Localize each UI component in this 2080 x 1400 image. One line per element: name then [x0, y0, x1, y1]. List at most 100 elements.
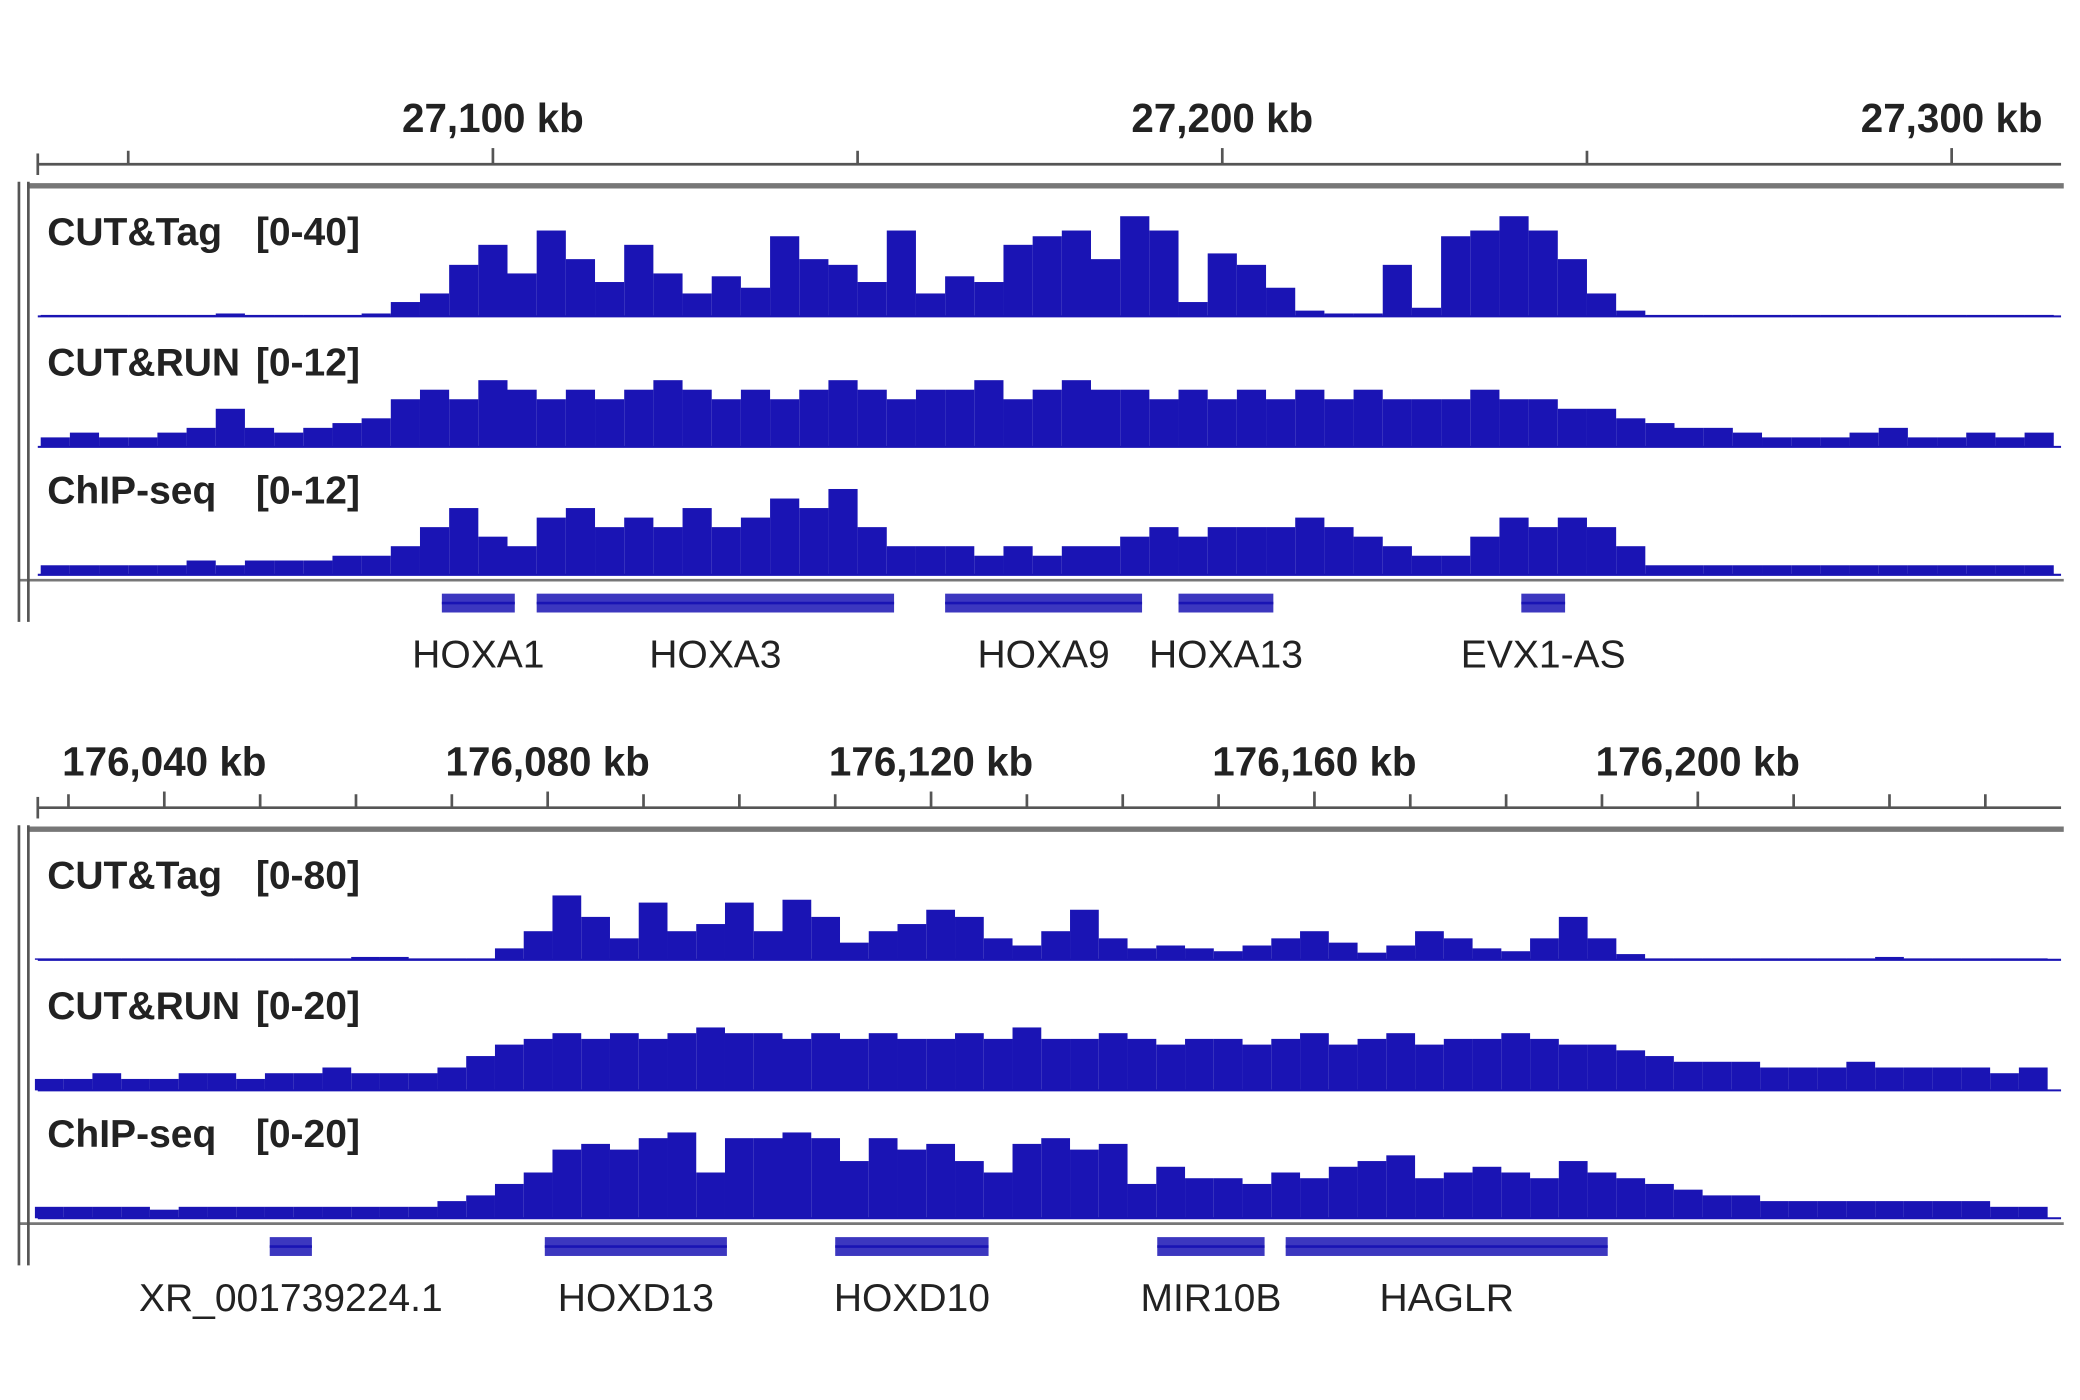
coverage-bar	[1791, 565, 1821, 575]
coverage-bar	[1903, 1067, 1933, 1091]
coverage-bar	[1127, 1183, 1157, 1219]
coverage-bar	[1411, 555, 1442, 575]
coverage-bar	[274, 314, 304, 317]
coverage-bar	[128, 437, 158, 447]
coverage-bar	[536, 517, 566, 575]
coverage-bar	[207, 1206, 237, 1219]
coverage-bar	[1324, 527, 1354, 575]
coverage-bar	[897, 1149, 927, 1219]
coverage-bar	[1003, 546, 1033, 575]
coverage-bar	[1353, 313, 1383, 317]
coverage-bar	[1760, 1067, 1789, 1091]
coverage-bar	[1817, 958, 1847, 960]
coverage-bar	[128, 314, 158, 317]
coverage-bar	[1674, 427, 1704, 447]
coverage-bar	[1499, 517, 1529, 575]
coverage-bar	[379, 1206, 409, 1219]
coverage-bar	[983, 938, 1013, 960]
gene-label: MIR10B	[1140, 1277, 1281, 1320]
coverage-bar	[351, 1073, 380, 1091]
coverage-bar	[1788, 1201, 1818, 1219]
coverage-bar	[361, 555, 391, 575]
coverage-bar	[1300, 1033, 1329, 1091]
coverage-bar	[1295, 517, 1325, 575]
coverage-bar	[1207, 399, 1237, 447]
coverage-bar	[696, 1027, 725, 1091]
coverage-bar	[1242, 1183, 1272, 1219]
coverage-bar	[1328, 1166, 1358, 1219]
coverage-bar	[1674, 565, 1704, 575]
coverage-bar	[244, 314, 275, 317]
coverage-bar	[1061, 230, 1091, 317]
coverage-bar	[536, 230, 566, 317]
coverage-bar	[1207, 253, 1237, 317]
coverage-bar	[466, 1195, 495, 1219]
coverage-bar	[1328, 942, 1358, 960]
coverage-bar	[1875, 956, 1904, 960]
coverage-bar	[565, 508, 596, 575]
coverage-bar	[565, 389, 596, 447]
coverage-bar	[653, 527, 683, 575]
gene-label: HOXA1	[412, 634, 544, 677]
coverage-bar	[121, 1206, 150, 1219]
coverage-bar	[682, 508, 712, 575]
coverage-bar	[1645, 423, 1675, 447]
coverage-bar	[1616, 310, 1646, 317]
coverage-bar	[34, 1206, 64, 1219]
coverage-bar	[69, 565, 100, 575]
coverage-bar	[1156, 945, 1186, 960]
coverage-bar	[857, 282, 887, 317]
coverage-bar	[1875, 1067, 1904, 1091]
coverage-bar	[264, 958, 294, 960]
coverage-bar	[1932, 1201, 1962, 1219]
coverage-bar	[478, 244, 508, 317]
coverage-bar	[121, 1078, 150, 1091]
coverage-bar	[857, 527, 887, 575]
coverage-bar	[1937, 314, 1967, 317]
coverage-bar	[1760, 958, 1789, 960]
coverage-bar	[1849, 314, 1879, 317]
coverage-bar	[1846, 1201, 1876, 1219]
coverage-bar	[1937, 565, 1967, 575]
coverage-bar	[595, 399, 625, 447]
coverage-bar	[1441, 236, 1471, 317]
coverage-bar	[828, 264, 858, 317]
coverage-bar	[1324, 399, 1354, 447]
coverage-bar	[1703, 565, 1733, 575]
coverage-bar	[724, 1138, 754, 1219]
coverage-bar	[1411, 307, 1442, 317]
coverage-bar	[1961, 1201, 1991, 1219]
coverage-bar	[121, 958, 150, 960]
coverage-bar	[1820, 437, 1850, 447]
coverage-bar	[1791, 437, 1821, 447]
x-tick-label: 176,120 kb	[829, 738, 1033, 784]
coverage-bar	[974, 282, 1004, 317]
track-range: [0-20]	[256, 985, 360, 1028]
coverage-bar	[653, 380, 683, 447]
coverage-bar	[770, 236, 800, 317]
coverage-bar	[945, 546, 975, 575]
coverage-bar	[1645, 1056, 1674, 1091]
coverage-bar	[711, 399, 741, 447]
coverage-bar	[1156, 1166, 1186, 1219]
coverage-bar	[390, 399, 420, 447]
x-tick-label: 176,080 kb	[446, 738, 650, 784]
coverage-bar	[840, 942, 869, 960]
coverage-bar	[293, 1206, 323, 1219]
coverage-bar	[149, 1078, 179, 1091]
gene-label: EVX1-AS	[1461, 634, 1626, 677]
coverage-bar	[1149, 399, 1179, 447]
coverage-bar	[2024, 565, 2054, 575]
coverage-bar	[215, 313, 245, 317]
coverage-bar	[1817, 1201, 1847, 1219]
coverage-bar	[92, 958, 122, 960]
coverage-bar	[1501, 951, 1531, 960]
coverage-bar	[236, 1206, 265, 1219]
coverage-bar	[1788, 958, 1818, 960]
coverage-bar	[390, 546, 420, 575]
coverage-bar	[303, 560, 333, 575]
coverage-bar	[1557, 259, 1587, 317]
coverage-bar	[1386, 1033, 1416, 1091]
coverage-bar	[437, 1201, 467, 1219]
coverage-bar	[1878, 314, 1908, 317]
